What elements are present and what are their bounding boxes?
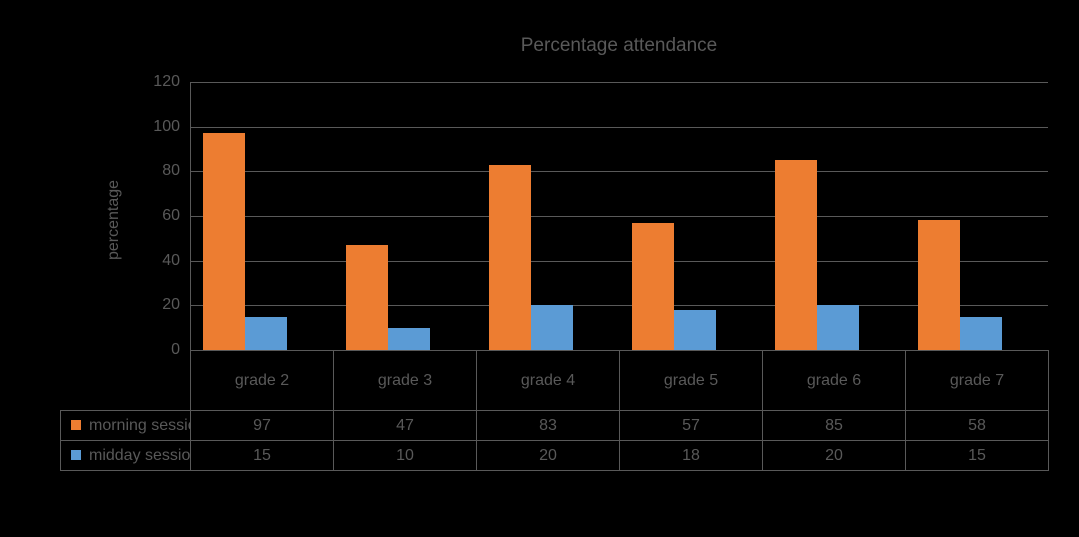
bar xyxy=(674,310,716,350)
y-tick-label: 60 xyxy=(140,207,180,225)
table-cell: 10 xyxy=(334,441,477,471)
category-label: grade 6 xyxy=(763,351,906,411)
category-label: grade 3 xyxy=(334,351,477,411)
y-axis-title: percentage xyxy=(105,180,123,260)
category-label: grade 7 xyxy=(906,351,1049,411)
table-cell: 85 xyxy=(763,411,906,441)
category-label: grade 4 xyxy=(477,351,620,411)
bar xyxy=(775,160,817,350)
table-cell: 83 xyxy=(477,411,620,441)
series-name: morning session xyxy=(89,417,191,434)
bar xyxy=(531,305,573,350)
table-cell: 47 xyxy=(334,411,477,441)
legend-header-blank xyxy=(61,351,191,411)
plot-area xyxy=(190,82,1048,350)
gridline xyxy=(190,216,1048,217)
table-cell: 58 xyxy=(906,411,1049,441)
series-name: midday session xyxy=(89,447,191,464)
bar xyxy=(960,317,1002,351)
legend-cell: morning session xyxy=(61,411,191,441)
legend-swatch xyxy=(71,450,81,460)
y-tick-label: 40 xyxy=(140,252,180,270)
bar xyxy=(346,245,388,350)
bar xyxy=(388,328,430,350)
gridline xyxy=(190,127,1048,128)
category-label: grade 5 xyxy=(620,351,763,411)
bar xyxy=(632,223,674,350)
table-cell: 57 xyxy=(620,411,763,441)
y-tick-label: 80 xyxy=(140,162,180,180)
bar xyxy=(817,305,859,350)
y-tick-label: 100 xyxy=(140,118,180,136)
gridline xyxy=(190,171,1048,172)
category-label: grade 2 xyxy=(191,351,334,411)
legend-swatch xyxy=(71,420,81,430)
y-tick-label: 20 xyxy=(140,296,180,314)
data-table: grade 2grade 3grade 4grade 5grade 6grade… xyxy=(60,350,1049,471)
table-cell: 97 xyxy=(191,411,334,441)
legend-cell: midday session xyxy=(61,441,191,471)
bar xyxy=(918,220,960,350)
table-cell: 20 xyxy=(477,441,620,471)
bar xyxy=(489,165,531,350)
table-cell: 15 xyxy=(906,441,1049,471)
table-cell: 18 xyxy=(620,441,763,471)
table-cell: 20 xyxy=(763,441,906,471)
table-cell: 15 xyxy=(191,441,334,471)
bar xyxy=(203,133,245,350)
chart-title: Percentage attendance xyxy=(190,35,1048,57)
y-tick-label: 120 xyxy=(140,73,180,91)
bar xyxy=(245,317,287,351)
y-tick-label: 0 xyxy=(140,341,180,359)
gridline xyxy=(190,82,1048,83)
